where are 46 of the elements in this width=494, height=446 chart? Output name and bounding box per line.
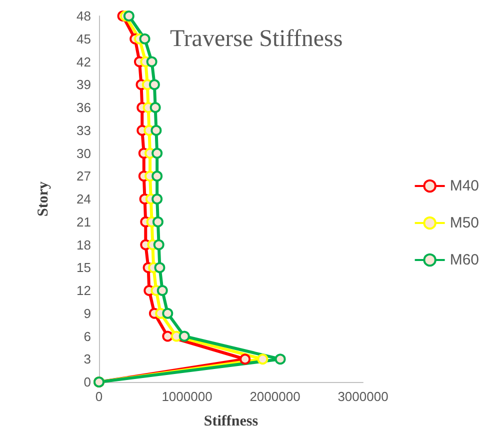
point [148,79,160,90]
x-tick-label: 2000000 [250,389,300,404]
point [156,285,168,296]
point [146,56,158,68]
y-tick-label: 18 [76,237,91,252]
point [123,10,134,22]
point [153,239,164,250]
y-tick-label: 33 [76,122,91,138]
point [150,102,161,113]
y-tick-label: 30 [76,146,91,161]
chart-title: Traverse Stiffness [170,26,343,52]
y-tick-label: 27 [76,168,91,184]
point [152,170,163,182]
y-tick-label: 45 [76,31,91,46]
x-axis-title: Stiffness [204,414,258,430]
y-tick-label: 0 [84,374,91,390]
point [274,354,286,365]
y-tick-label: 48 [76,8,91,24]
y-tick-label: 39 [76,77,91,92]
x-tick-label: 1000000 [162,389,212,404]
y-tick-label: 21 [76,214,91,230]
y-tick-label: 9 [84,306,91,321]
point [240,354,251,365]
point [150,124,162,136]
y-tick-label: 24 [76,192,91,206]
x-tick-label: 3000000 [338,389,388,404]
point [152,216,164,228]
point [152,148,163,159]
y-tick-label: 15 [76,260,91,276]
legend-label: M50 [450,214,480,232]
y-tick-label: 6 [84,328,91,344]
point [154,262,166,274]
point [162,308,174,319]
point [178,330,190,342]
y-tick-label: 3 [84,352,91,367]
legend-label: M40 [450,178,480,194]
point [257,354,268,365]
y-tick-label: 42 [76,54,91,70]
point [139,33,150,44]
point [152,194,163,204]
y-axis-title: Story [36,181,52,216]
y-tick-label: 12 [76,283,91,298]
point [162,330,174,342]
x-tick-label: 0 [95,389,103,404]
legend-label: M60 [450,252,480,268]
y-tick-label: 36 [76,100,91,115]
